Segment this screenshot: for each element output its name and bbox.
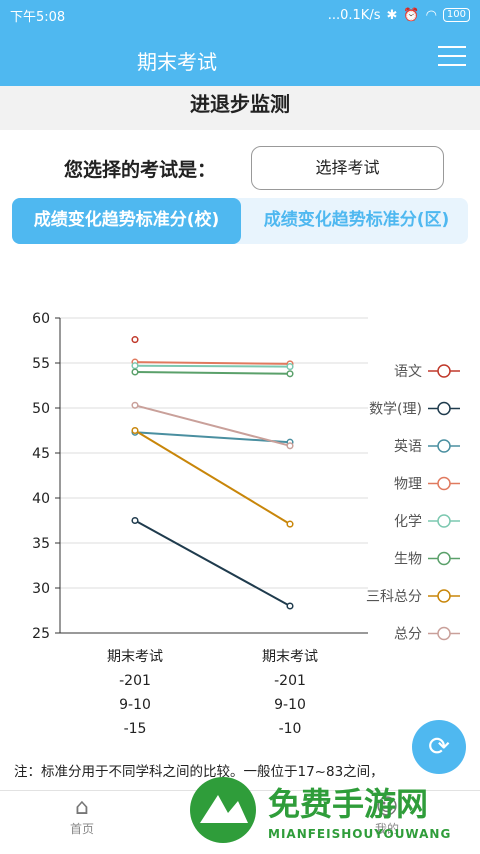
watermark-subtitle: MIANFEISHOUYOUWANG xyxy=(268,827,452,841)
series-line xyxy=(134,429,291,525)
y-tick-label: 45 xyxy=(32,446,50,462)
y-tick-label: 30 xyxy=(32,581,50,597)
y-tick-label: 40 xyxy=(32,491,50,507)
legend-label: 英语 xyxy=(394,438,422,455)
data-point xyxy=(131,362,139,370)
data-point xyxy=(286,520,294,528)
tab-home-label: 首页 xyxy=(70,822,95,836)
page-title: 期末考试 xyxy=(137,50,217,74)
status-bar: 下午5:08 ...0.1K/s ✱ ⏰ ◠ 100 xyxy=(0,0,480,30)
x-tick-label: -201 xyxy=(119,673,151,689)
series-line xyxy=(134,404,291,447)
legend-label: 数学(理) xyxy=(369,402,422,418)
note-text: 注：标准分用于不同学科之间的比较。一般位于17~83之间， xyxy=(14,764,384,780)
network-speed: ...0.1K/s xyxy=(327,7,381,23)
legend-marker xyxy=(437,476,451,491)
legend-marker xyxy=(437,514,451,528)
trend-chart: 60 55 50 45 40 35 30 25 期末考试 -201 9-10 -15 期末考试 -201 9… xyxy=(32,311,460,737)
menu-icon[interactable] xyxy=(438,46,466,68)
y-tick-label: 35 xyxy=(32,536,50,552)
legend-marker xyxy=(437,439,451,453)
data-point xyxy=(131,426,139,435)
trend-tabs: 成绩变化趋势标准分(校) 成绩变化趋势标准分(区) xyxy=(12,198,468,244)
bluetooth-icon: ✱ xyxy=(386,7,398,23)
y-tick-label: 25 xyxy=(32,626,50,642)
status-time: 下午5:08 xyxy=(10,9,66,25)
data-point xyxy=(131,516,139,525)
exam-selector: 您选择的考试是： 选择考试 xyxy=(0,142,480,198)
x-tick-label: 9-10 xyxy=(274,697,306,713)
legend-label: 物理 xyxy=(394,477,422,493)
data-point xyxy=(286,370,294,378)
data-point xyxy=(131,368,139,376)
data-point xyxy=(286,442,294,450)
legend-marker xyxy=(437,401,451,416)
data-point xyxy=(286,363,294,371)
legend-label: 生物 xyxy=(394,552,422,568)
data-point xyxy=(286,602,294,610)
legend-label: 语文 xyxy=(394,364,422,380)
status-icons: ...0.1K/s ✱ ⏰ ◠ 100 xyxy=(328,8,470,23)
tab-district[interactable]: 成绩变化趋势标准分(区) xyxy=(263,210,450,230)
x-tick-label: 期末考试 xyxy=(262,649,318,665)
exam-selector-label: 您选择的考试是： xyxy=(64,159,217,181)
legend-label: 三科总分 xyxy=(366,589,422,605)
x-tick-label: 9-10 xyxy=(119,697,151,713)
alarm-icon: ⏰ xyxy=(403,7,420,23)
x-tick-label: 期末考试 xyxy=(107,649,163,665)
home-icon: ⌂ xyxy=(75,795,89,820)
legend-marker xyxy=(437,626,451,641)
series-line xyxy=(134,361,291,365)
tab-school[interactable]: 成绩变化趋势标准分(校) xyxy=(12,198,241,244)
y-tick-label: 50 xyxy=(32,401,50,417)
watermark-title: 免费手游网 xyxy=(268,785,429,823)
series-line xyxy=(134,364,291,368)
watermark-logo-icon xyxy=(190,777,256,843)
section-title: 进退步监测 xyxy=(0,86,480,130)
wifi-icon: ◠ xyxy=(425,7,437,23)
legend-marker xyxy=(437,551,451,566)
y-tick-label: 55 xyxy=(32,356,50,372)
legend-label: 化学 xyxy=(394,514,422,530)
y-tick-label: 60 xyxy=(32,311,50,327)
legend-marker xyxy=(437,589,451,603)
x-tick-label: -10 xyxy=(279,721,302,737)
tab-home[interactable]: ⌂ 首页 xyxy=(70,795,94,837)
app-bar: 期末考试 xyxy=(0,30,480,86)
tab-mine-label: 我的 xyxy=(375,822,400,836)
series-line xyxy=(134,431,291,444)
refresh-button[interactable]: ⟳ xyxy=(412,720,466,774)
x-tick-label: -201 xyxy=(274,673,306,689)
tab-mine[interactable]: ☺ 我的 xyxy=(375,795,399,837)
series-line xyxy=(134,371,291,375)
watermark: 免费手游网 MIANFEISHOUYOUWANG xyxy=(188,775,468,847)
legend-marker xyxy=(437,364,451,378)
select-exam-button[interactable]: 选择考试 xyxy=(251,146,444,190)
x-tick-label: -15 xyxy=(124,721,147,737)
data-point xyxy=(131,336,139,344)
data-point xyxy=(131,401,139,409)
legend-label: 总分 xyxy=(394,627,422,643)
user-icon: ☺ xyxy=(375,795,399,820)
series-line xyxy=(134,519,291,607)
battery-icon: 100 xyxy=(442,8,470,22)
